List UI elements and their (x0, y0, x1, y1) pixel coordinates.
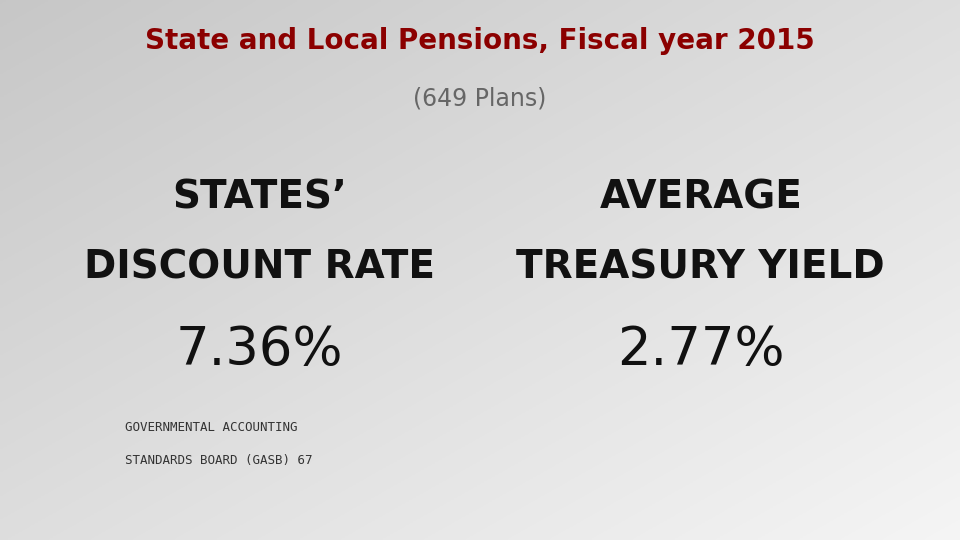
Text: 2.77%: 2.77% (617, 324, 784, 376)
Text: DISCOUNT RATE: DISCOUNT RATE (84, 248, 435, 286)
Text: AVERAGE: AVERAGE (599, 178, 803, 216)
Text: STATES’: STATES’ (172, 178, 347, 216)
Text: 7.36%: 7.36% (176, 324, 343, 376)
Text: GOVERNMENTAL ACCOUNTING: GOVERNMENTAL ACCOUNTING (125, 421, 298, 434)
Text: (649 Plans): (649 Plans) (414, 86, 546, 110)
Text: State and Local Pensions, Fiscal year 2015: State and Local Pensions, Fiscal year 20… (145, 27, 815, 55)
Text: STANDARDS BOARD (GASB) 67: STANDARDS BOARD (GASB) 67 (125, 454, 312, 467)
Text: TREASURY YIELD: TREASURY YIELD (516, 248, 885, 286)
